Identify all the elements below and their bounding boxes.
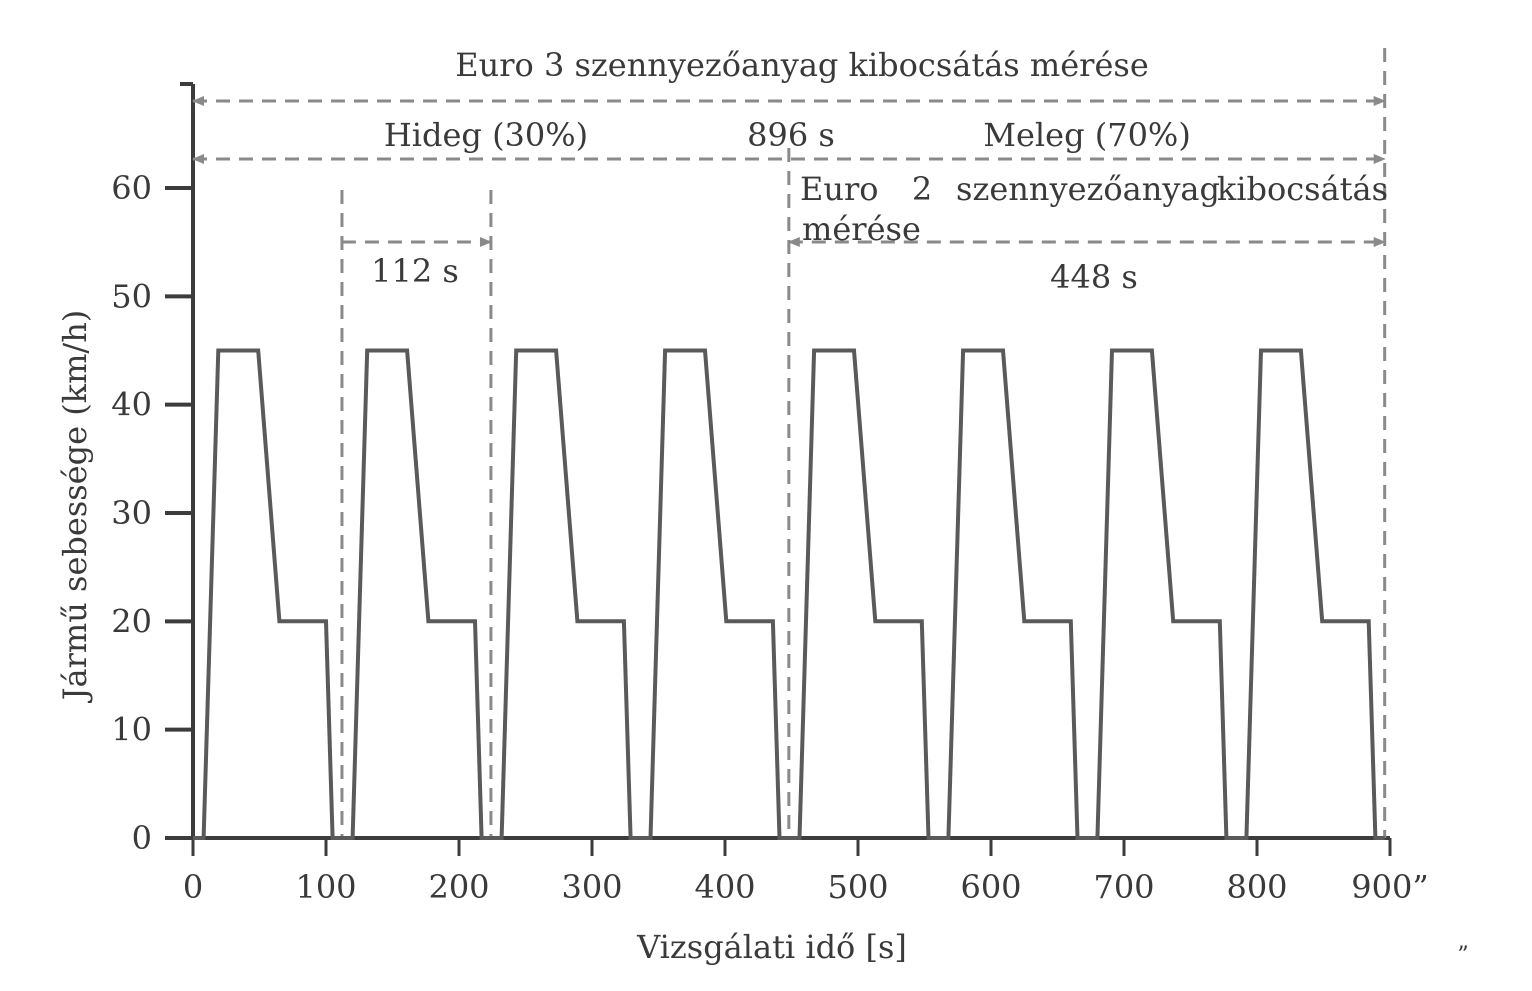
speed-cycle-1: [193, 348, 342, 840]
annotation-euro2-word-3: szennyezőanyag: [956, 170, 1220, 208]
speed-cycle-4: [639, 348, 789, 840]
annotation-cycle-time: 112 s: [371, 252, 459, 290]
speed-cycle-6: [937, 348, 1087, 840]
y-tick-label-40: 40: [111, 386, 152, 424]
y-tick-label-60: 60: [111, 169, 152, 207]
annotation-euro2-word-2: 2: [912, 170, 932, 208]
stray-mark: ”: [1457, 943, 1468, 968]
x-tick-label-600: 600: [960, 868, 1021, 906]
x-tick-label-800: 800: [1226, 868, 1287, 906]
x-tick-label-300: 300: [561, 868, 622, 906]
speed-cycle-7: [1086, 348, 1236, 840]
x-tick-label-200: 200: [428, 868, 489, 906]
y-axis-title: Jármű sebessége (km/h): [56, 310, 94, 704]
x-tick-label-900: 900”: [1351, 868, 1428, 906]
annotation-euro2-word-4: kibocsátás: [1217, 170, 1388, 208]
annotation-euro3: Euro 3 szennyezőanyag kibocsátás mérése: [455, 46, 1149, 84]
x-tick-label-0: 0: [183, 868, 203, 906]
guide-lines: [192, 48, 1387, 838]
annotation-euro2-line-2: mérése: [802, 210, 921, 248]
speed-cycle-8: [1235, 348, 1385, 840]
y-tick-label-30: 30: [111, 494, 152, 532]
annotation-total-time: 896 s: [747, 116, 835, 154]
x-axis-title: Vizsgálati idő [s]: [636, 928, 907, 966]
annotation-cold: Hideg (30%): [384, 116, 588, 154]
x-tick-label-500: 500: [827, 868, 888, 906]
speed-cycle-5: [788, 348, 938, 840]
y-tick-label-10: 10: [111, 711, 152, 749]
y-tick-label-20: 20: [111, 602, 152, 640]
y-tick-label-50: 50: [111, 277, 152, 315]
y-tick-label-0: 0: [132, 819, 152, 857]
series-speed: [193, 348, 1385, 840]
speed-cycle-2: [342, 348, 491, 840]
annotation-euro2-word-1: Euro: [800, 170, 879, 208]
speed-cycle-3: [490, 348, 640, 840]
x-tick-label-700: 700: [1093, 868, 1154, 906]
annotation-warm: Meleg (70%): [983, 116, 1191, 154]
x-tick-label-400: 400: [694, 868, 755, 906]
x-tick-label-100: 100: [295, 868, 356, 906]
annotation-half-time: 448 s: [1050, 258, 1138, 296]
